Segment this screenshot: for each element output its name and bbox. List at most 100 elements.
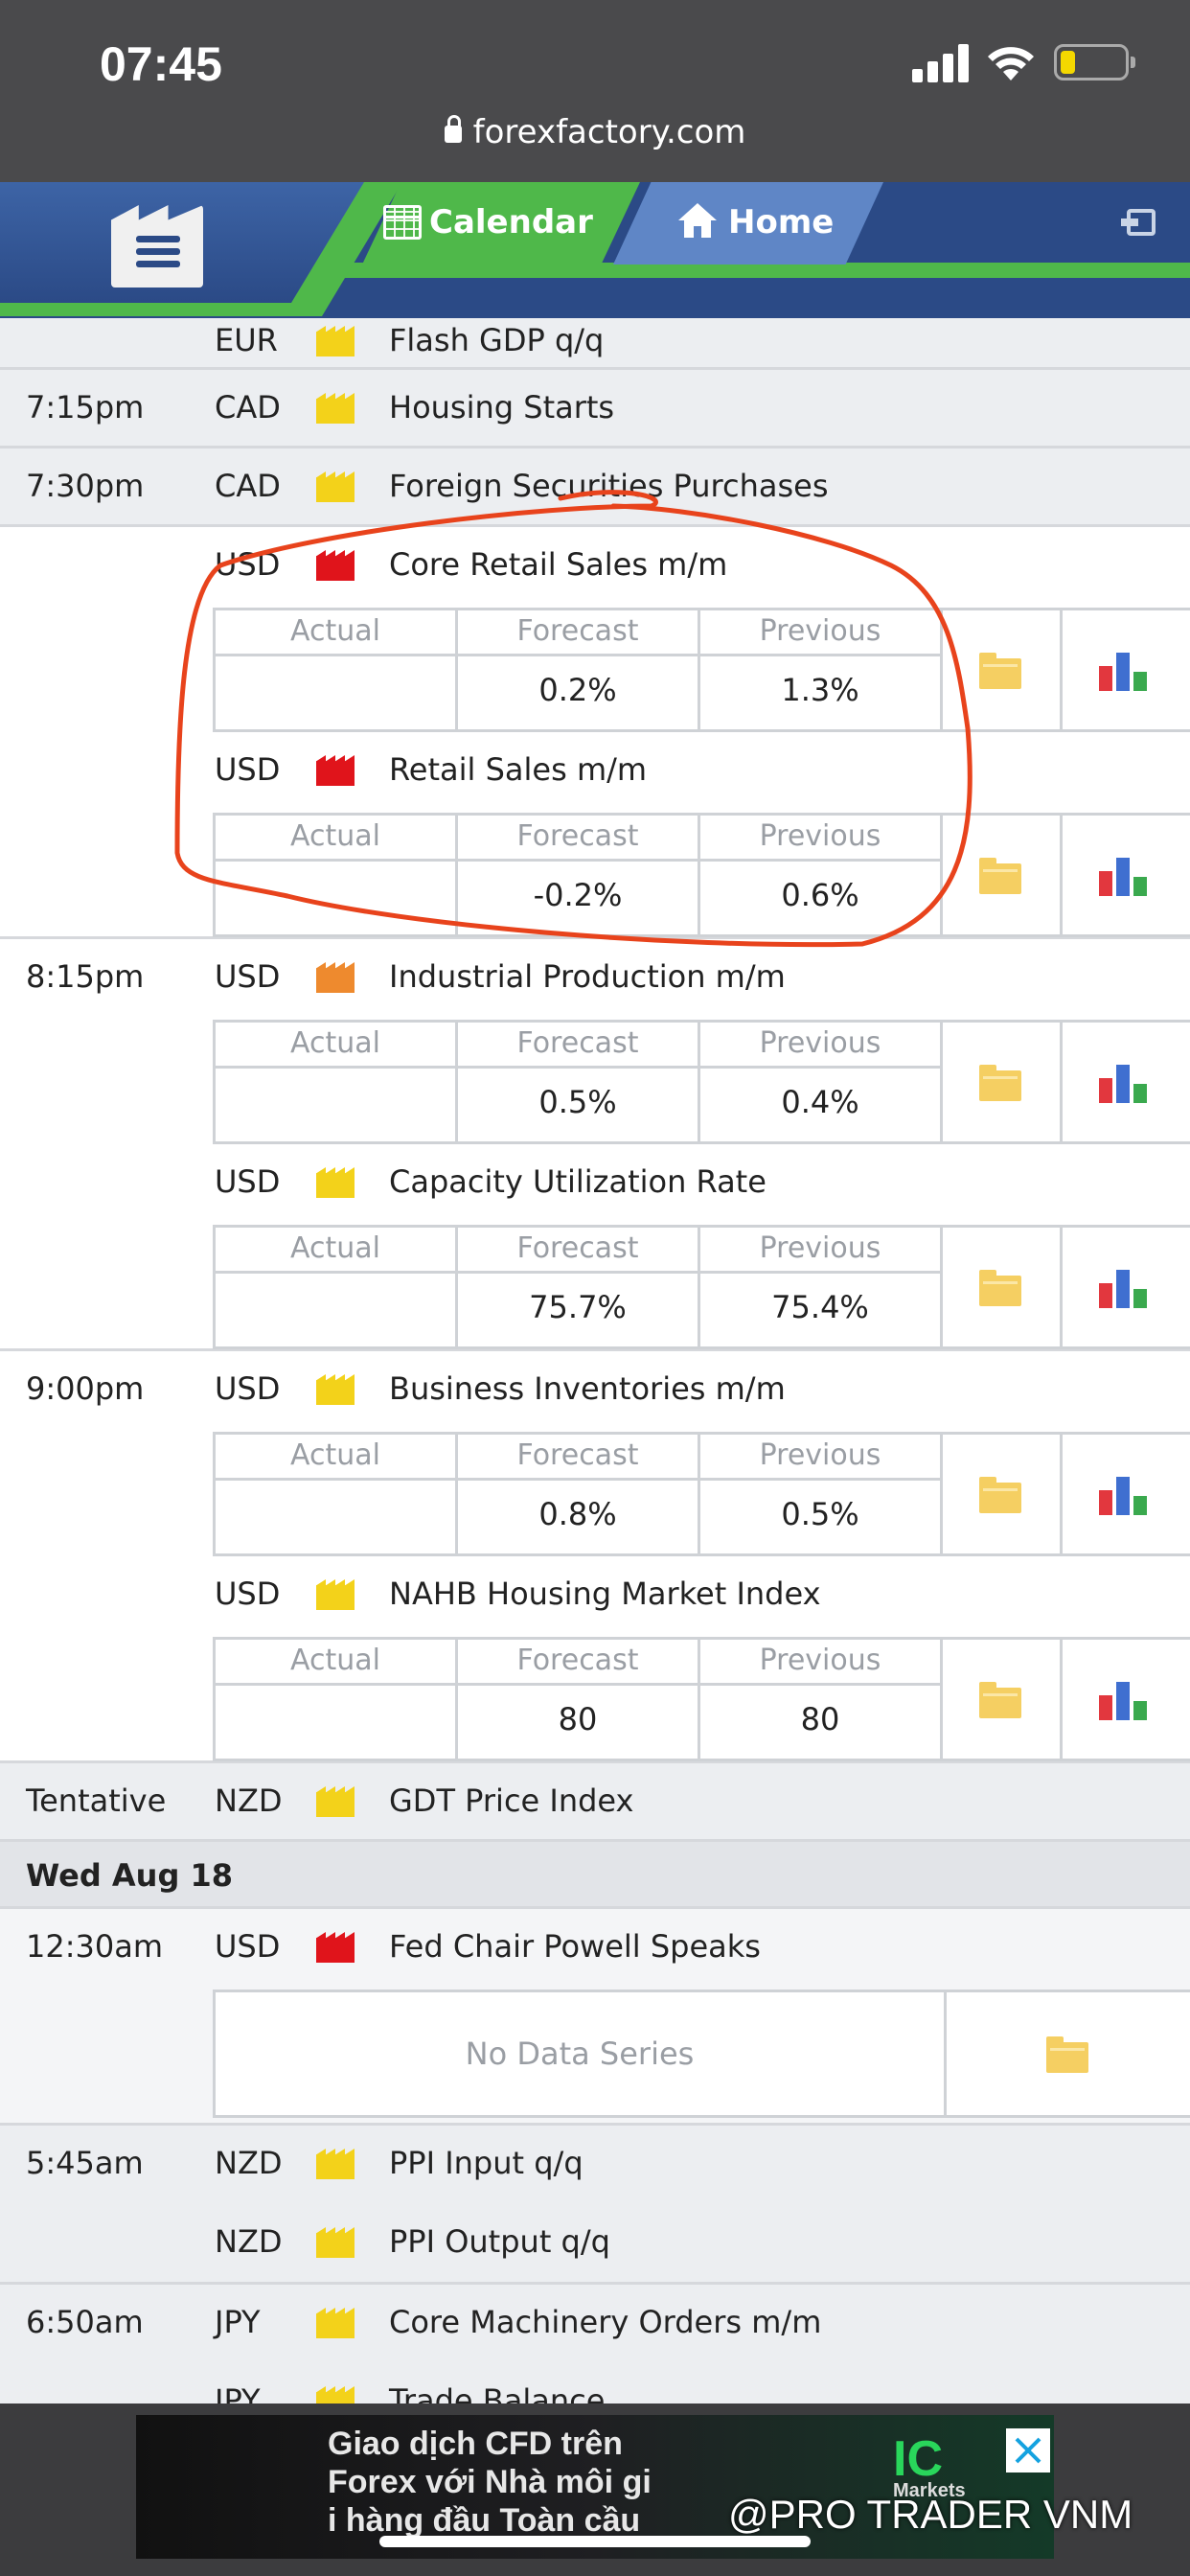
event-title: Foreign Securities Purchases	[389, 468, 829, 504]
event-title: Core Retail Sales m/m	[389, 546, 728, 583]
event-row[interactable]: EUR Flash GDP q/q	[0, 318, 1190, 381]
event-row[interactable]: 6:50am JPY Core Machinery Orders m/m	[0, 2285, 1190, 2363]
lock-icon	[444, 115, 462, 143]
event-row[interactable]: 7:15pm CAD Housing Starts	[0, 370, 1190, 448]
event-row[interactable]: 5:45am NZD PPI Input q/q	[0, 2126, 1190, 2204]
wifi-icon	[988, 47, 1034, 80]
event-time: 7:30pm	[26, 468, 145, 504]
details-button[interactable]	[940, 608, 1063, 732]
previous-cell: Previous 0.4%	[698, 1020, 943, 1144]
logout-icon[interactable]	[1121, 209, 1156, 236]
actual-cell: Actual	[213, 813, 458, 937]
folder-icon	[979, 858, 1021, 894]
actual-cell: Actual	[213, 1432, 458, 1556]
event-title: Retail Sales m/m	[389, 751, 648, 788]
event-title: Industrial Production m/m	[389, 958, 786, 995]
signal-icon	[912, 44, 970, 82]
no-data-table: No Data Series	[213, 1990, 1190, 2118]
event-data-table: Actual Forecast 80 Previous 80	[213, 1637, 1190, 1761]
impact-medium-icon	[316, 962, 355, 993]
url-text: forexfactory.com	[472, 113, 746, 151]
event-title: PPI Input q/q	[389, 2145, 584, 2181]
chart-button[interactable]	[1060, 1432, 1190, 1556]
event-currency: NZD	[215, 2223, 283, 2260]
forecast-cell: Forecast 80	[455, 1637, 700, 1761]
impact-low-icon	[316, 2227, 355, 2258]
ad-brand-logo: IC Markets	[893, 2431, 966, 2501]
impact-low-icon	[316, 1167, 355, 1198]
chart-button[interactable]	[1060, 1225, 1190, 1349]
event-title: Trade Balance	[389, 2382, 606, 2407]
event-currency: JPY	[215, 2304, 261, 2340]
event-time: 6:50am	[26, 2304, 144, 2340]
event-title: Fed Chair Powell Speaks	[389, 1928, 761, 1965]
event-data-table: Actual Forecast -0.2% Previous 0.6%	[213, 813, 1190, 937]
event-data-table: Actual Forecast 0.2% Previous 1.3%	[213, 608, 1190, 732]
event-row[interactable]: 7:30pm CAD Foreign Securities Purchases	[0, 448, 1190, 527]
address-bar[interactable]: forexfactory.com	[0, 113, 1190, 151]
event-group: 6:50am JPY Core Machinery Orders m/m JPY…	[0, 2285, 1190, 2407]
event-title: Business Inventories m/m	[389, 1370, 786, 1407]
event-data-table: Actual Forecast 0.8% Previous 0.5%	[213, 1432, 1190, 1556]
previous-cell: Previous 0.6%	[698, 813, 943, 937]
close-icon[interactable]	[1006, 2428, 1050, 2472]
event-row[interactable]: 8:15pm USD Industrial Production m/m	[0, 939, 1190, 1018]
event-row[interactable]: NZD PPI Output q/q	[0, 2204, 1190, 2283]
folder-icon	[979, 653, 1021, 689]
chart-button[interactable]	[1060, 1637, 1190, 1761]
event-title: Core Machinery Orders m/m	[389, 2304, 822, 2340]
chart-button[interactable]	[1060, 1020, 1190, 1144]
home-indicator[interactable]	[379, 2536, 811, 2547]
event-group: 7:15pm CAD Housing Starts	[0, 370, 1190, 448]
details-button[interactable]	[940, 1020, 1063, 1144]
date-label: Wed Aug 18	[26, 1857, 234, 1894]
folder-icon	[979, 1270, 1021, 1306]
event-row[interactable]: Tentative NZD GDT Price Index	[0, 1763, 1190, 1842]
details-button[interactable]	[940, 1225, 1063, 1349]
event-group: Tentative NZD GDT Price Index	[0, 1763, 1190, 1842]
event-row[interactable]: JPY Trade Balance	[0, 2363, 1190, 2407]
event-row[interactable]: USD Core Retail Sales m/m	[0, 527, 1190, 606]
event-row[interactable]: USD Capacity Utilization Rate	[0, 1144, 1190, 1223]
actual-cell: Actual	[213, 1020, 458, 1144]
chart-button[interactable]	[1060, 813, 1190, 937]
event-currency: JPY	[215, 2382, 261, 2407]
event-row[interactable]: 12:30am USD Fed Chair Powell Speaks	[0, 1909, 1190, 1988]
ad-banner[interactable]: Giao dịch CFD trên Forex với Nhà môi gi …	[136, 2415, 1054, 2559]
chart-button[interactable]	[1060, 608, 1190, 732]
details-button[interactable]	[940, 813, 1063, 937]
tab-home[interactable]	[613, 182, 883, 264]
event-group: 12:30am USD Fed Chair Powell Speaks No D…	[0, 1909, 1190, 2126]
event-row[interactable]: 9:00pm USD Business Inventories m/m	[0, 1351, 1190, 1430]
bar-chart-icon	[1099, 653, 1149, 691]
details-button[interactable]	[944, 1990, 1190, 2118]
event-time: Tentative	[26, 1782, 167, 1819]
impact-low-icon	[316, 472, 355, 502]
event-currency: CAD	[215, 468, 281, 504]
calendar-icon	[383, 205, 422, 240]
event-title: Flash GDP q/q	[389, 322, 605, 358]
clock: 07:45	[100, 37, 222, 91]
details-button[interactable]	[940, 1637, 1063, 1761]
event-currency: USD	[215, 1576, 281, 1612]
event-title: NAHB Housing Market Index	[389, 1576, 821, 1612]
event-currency: USD	[215, 1370, 281, 1407]
impact-low-icon	[316, 2308, 355, 2338]
event-data-table: Actual Forecast 75.7% Previous 75.4%	[213, 1225, 1190, 1349]
folder-icon	[1046, 2036, 1088, 2073]
impact-high-icon	[316, 1932, 355, 1963]
bar-chart-icon	[1099, 1682, 1149, 1720]
bar-chart-icon	[1099, 1477, 1149, 1515]
calendar-list: EUR Flash GDP q/q 7:15pm CAD Housing Sta…	[0, 318, 1190, 2407]
event-currency: USD	[215, 958, 281, 995]
menu-button[interactable]	[111, 205, 203, 288]
tab-calendar-label: Calendar	[429, 203, 593, 242]
event-group: USD Core Retail Sales m/m Actual Forecas…	[0, 527, 1190, 939]
event-row[interactable]: USD Retail Sales m/m	[0, 732, 1190, 811]
event-row[interactable]: USD NAHB Housing Market Index	[0, 1556, 1190, 1635]
event-currency: USD	[215, 1928, 281, 1965]
details-button[interactable]	[940, 1432, 1063, 1556]
event-title: GDT Price Index	[389, 1782, 634, 1819]
event-title: Capacity Utilization Rate	[389, 1163, 767, 1200]
tab-home-label: Home	[728, 203, 835, 242]
